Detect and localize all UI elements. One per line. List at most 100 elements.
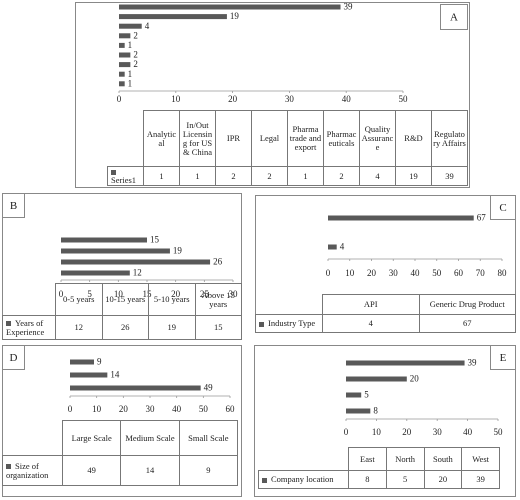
legend-label: Years of Experience xyxy=(6,317,45,337)
value-cell: 2 xyxy=(215,166,252,186)
category-cell: South xyxy=(423,447,463,471)
data-table: Analytical In/Out Licensing for US & Chin… xyxy=(107,109,468,186)
bar xyxy=(346,392,362,398)
data-row: Series1 1 1 2 2 1 2 4 19 39 xyxy=(107,166,468,186)
table-value: 5 xyxy=(403,474,408,485)
panel-label: A xyxy=(450,12,458,24)
value-cell: 39 xyxy=(431,166,468,186)
bar xyxy=(119,33,131,39)
value-cell: 1 xyxy=(179,166,216,186)
legend-label: Size of organization xyxy=(6,460,49,480)
data-table: East North South West Company location 8 5 20 39 xyxy=(258,447,500,489)
panel-label: D xyxy=(10,352,18,364)
x-tick-label: 30 xyxy=(285,94,295,104)
legend-cell: Company location xyxy=(258,470,349,489)
bar xyxy=(119,81,125,87)
x-tick-label: 20 xyxy=(119,404,129,414)
category-label: 5-10 years xyxy=(153,294,190,305)
table-value: 9 xyxy=(206,465,211,476)
category-cell: Medium Scale xyxy=(120,420,180,456)
table-value: 12 xyxy=(74,322,84,333)
bar xyxy=(346,376,407,382)
blank-cell xyxy=(3,284,56,316)
value-label: 1 xyxy=(128,69,132,79)
category-label: R&D xyxy=(404,133,423,144)
value-label: 20 xyxy=(410,374,420,384)
legend-cell: Industry Type xyxy=(255,314,323,333)
table-value: 26 xyxy=(121,322,130,333)
category-cell: Regulatory Affairs xyxy=(431,109,468,168)
x-tick-label: 0 xyxy=(326,268,331,278)
legend-marker xyxy=(6,321,11,327)
category-label: Analytical xyxy=(146,128,177,148)
legend-label: Company location xyxy=(271,474,334,485)
bar xyxy=(61,237,147,243)
x-tick-label: 30 xyxy=(433,427,443,437)
bar xyxy=(328,244,337,250)
value-label: 12 xyxy=(133,268,142,278)
x-tick-label: 20 xyxy=(402,427,412,437)
x-tick-label: 60 xyxy=(454,268,464,278)
x-tick-label: 40 xyxy=(411,268,421,278)
value-label: 49 xyxy=(204,383,214,393)
value-cell: 9 xyxy=(178,455,239,486)
value-label: 2 xyxy=(133,50,138,60)
x-tick-label: 10 xyxy=(345,268,355,278)
bar xyxy=(119,14,227,20)
table-value: 15 xyxy=(214,322,223,333)
panel-label-box xyxy=(490,195,516,220)
category-label: Small Scale xyxy=(188,432,229,443)
category-label: 10-15 years xyxy=(105,294,146,305)
value-cell: 2 xyxy=(251,166,288,186)
category-label: 0-5 years xyxy=(63,294,95,305)
value-label: 1 xyxy=(128,78,132,88)
value-cell: 49 xyxy=(61,455,122,486)
value-cell: 67 xyxy=(418,314,516,333)
table-value: 2 xyxy=(339,170,344,181)
bar xyxy=(119,71,125,77)
table-value: 4 xyxy=(368,318,373,329)
x-tick-label: 0 xyxy=(344,427,349,437)
category-cell: IPR xyxy=(215,109,252,168)
x-tick-label: 40 xyxy=(172,404,182,414)
category-cell: Quality Assurance xyxy=(359,109,396,168)
category-label: North xyxy=(395,453,416,464)
table-value: 19 xyxy=(409,170,418,181)
value-label: 19 xyxy=(173,246,183,256)
data-table: Large Scale Medium Scale Small Scale Size o… xyxy=(2,420,239,486)
x-tick-label: 80 xyxy=(498,268,508,278)
panel-frame xyxy=(255,195,516,333)
bar xyxy=(70,359,94,365)
x-tick-label: 20 xyxy=(228,94,238,104)
category-cell: North xyxy=(385,447,425,471)
table-value: 2 xyxy=(231,170,236,181)
category-cell: Small Scale xyxy=(178,420,239,456)
category-cell: Pharmaceuticals xyxy=(323,109,360,168)
bar xyxy=(119,52,131,58)
value-label: 39 xyxy=(344,2,354,12)
bar xyxy=(61,248,170,254)
header-row: Analytical In/Out Licensing for US & Chin… xyxy=(108,109,468,168)
value-cell: 19 xyxy=(148,315,196,340)
value-label: 2 xyxy=(133,30,138,40)
legend-marker xyxy=(262,477,267,483)
bar xyxy=(70,372,108,378)
legend-marker xyxy=(111,169,116,175)
value-label: 15 xyxy=(150,235,160,245)
table-value: 39 xyxy=(476,474,485,485)
category-cell: 0-5 years xyxy=(55,283,103,316)
value-label: 14 xyxy=(110,370,120,380)
value-cell: 19 xyxy=(395,166,432,186)
category-cell: API xyxy=(322,294,420,315)
category-label: In/Out Licensing for US & China xyxy=(182,119,213,157)
bar xyxy=(119,23,142,29)
data-row: Years of Experience 12 26 19 15 xyxy=(2,315,242,340)
category-cell: Large Scale xyxy=(61,420,122,456)
legend-cell: Size of organization xyxy=(2,455,63,486)
category-label: Above 15 years xyxy=(201,289,235,309)
legend-cell: Series1 xyxy=(107,166,144,186)
value-cell: 14 xyxy=(120,455,180,486)
header-row: 0-5 years 10-15 years 5-10 years Above 15 y… xyxy=(3,283,242,316)
table-value: 20 xyxy=(438,474,448,485)
value-cell: 8 xyxy=(348,470,387,489)
